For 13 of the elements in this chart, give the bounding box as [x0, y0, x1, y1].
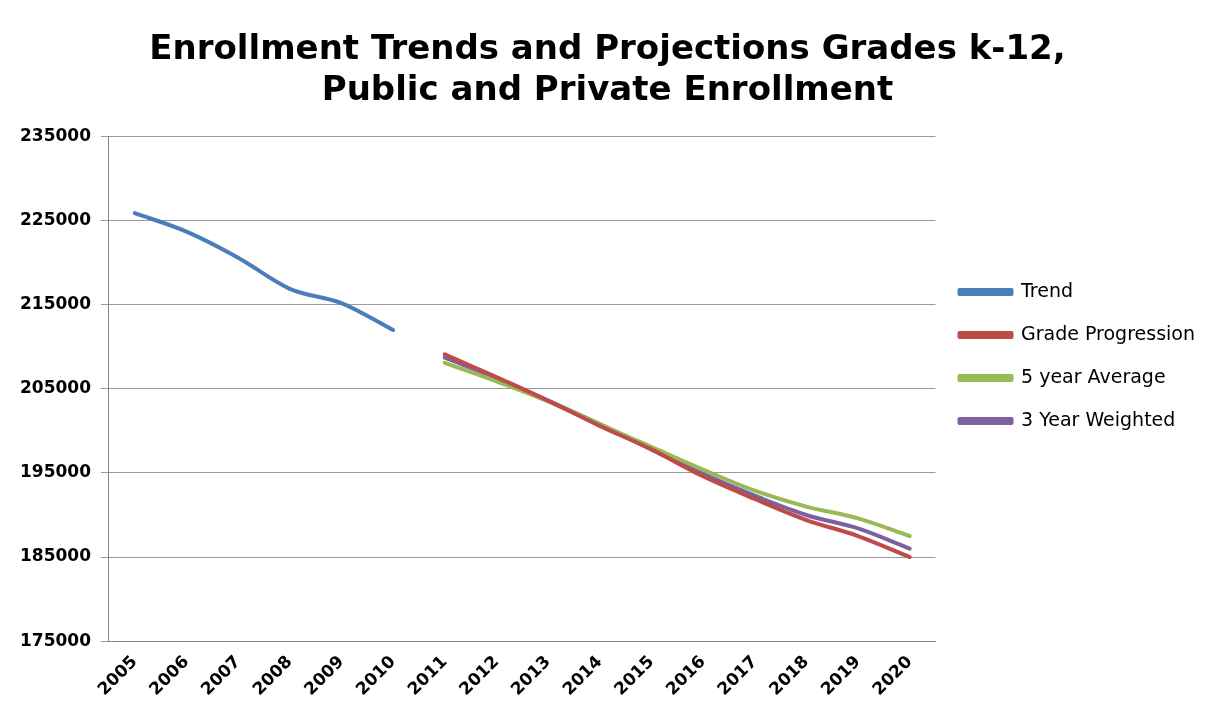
line-series	[132, 211, 396, 332]
y-tick-label: 205000	[19, 377, 92, 398]
legend-label: 3 Year Weighted	[1021, 407, 1176, 430]
y-tick-label: 185000	[19, 545, 92, 566]
y-tick-label: 225000	[19, 209, 92, 230]
y-tick-label: 195000	[19, 461, 92, 482]
y-tick-label: 175000	[19, 629, 92, 650]
legend-label: Grade Progression	[1021, 321, 1195, 344]
chart-title: Enrollment Trends and Projections Grades k-12, Public and Private Enrollment	[149, 27, 1066, 109]
legend-label: Trend	[1020, 278, 1073, 301]
legend-label: 5 year Average	[1021, 364, 1166, 387]
y-tick-label: 235000	[19, 125, 92, 146]
y-tick-label: 215000	[19, 293, 92, 314]
